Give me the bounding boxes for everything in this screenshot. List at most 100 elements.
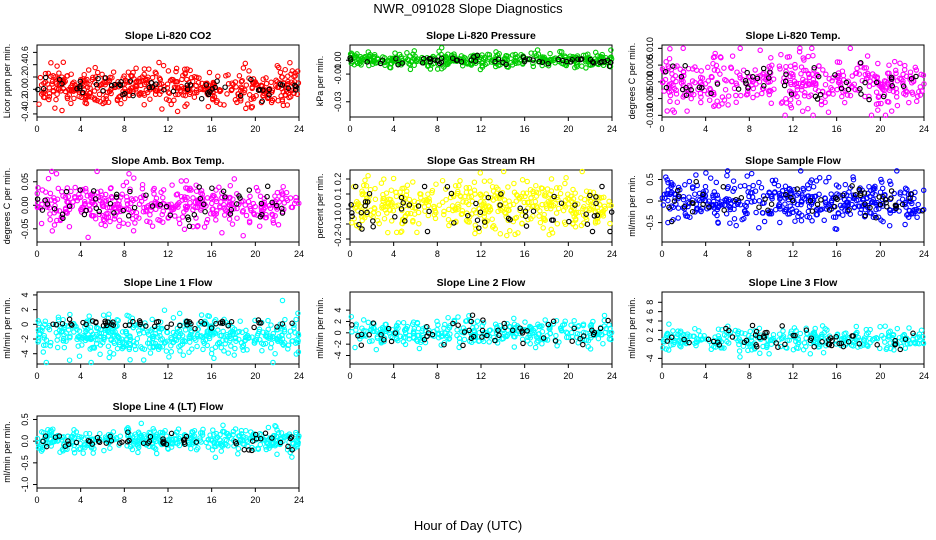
data-point xyxy=(190,223,196,230)
series-0 xyxy=(34,168,302,241)
data-point xyxy=(285,85,292,91)
data-point xyxy=(135,78,142,84)
y-axis-label: kPa per min. xyxy=(315,56,325,107)
data-point xyxy=(684,213,691,220)
data-point xyxy=(403,326,410,332)
data-point xyxy=(760,210,766,216)
data-point xyxy=(169,182,175,188)
data-point xyxy=(719,202,725,208)
data-point xyxy=(879,179,885,185)
data-point xyxy=(697,74,704,81)
data-point xyxy=(836,340,842,347)
data-point xyxy=(900,71,906,78)
data-point xyxy=(83,321,89,328)
data-point xyxy=(35,334,42,341)
x-tick-label: 8 xyxy=(435,249,440,259)
data-point xyxy=(905,214,912,220)
data-point xyxy=(281,433,287,440)
data-point xyxy=(363,183,370,189)
y-tick-label: 0.000 xyxy=(645,71,655,94)
data-point xyxy=(768,211,775,217)
data-point xyxy=(186,349,192,355)
data-point xyxy=(85,67,92,73)
data-point xyxy=(749,79,756,85)
data-point xyxy=(77,78,84,85)
data-point xyxy=(807,340,814,346)
data-point xyxy=(269,199,275,206)
data-point xyxy=(293,429,299,436)
data-point xyxy=(94,168,100,175)
data-point xyxy=(431,205,438,211)
data-point xyxy=(66,316,73,323)
data-point xyxy=(143,78,149,84)
data-point xyxy=(738,330,745,336)
data-point xyxy=(131,204,138,211)
data-point xyxy=(834,331,841,337)
data-point xyxy=(255,446,262,452)
data-point xyxy=(195,222,201,229)
data-point xyxy=(602,206,608,212)
data-point xyxy=(287,328,294,334)
data-point xyxy=(873,89,880,95)
data-point xyxy=(737,183,744,189)
data-point xyxy=(130,318,136,325)
panel-title: Slope Li-820 Pressure xyxy=(426,30,536,42)
y-tick-label: -0.010 xyxy=(645,103,655,129)
data-point xyxy=(702,81,709,87)
data-point xyxy=(191,94,198,100)
data-point xyxy=(828,199,835,206)
data-point xyxy=(598,209,604,216)
data-point xyxy=(132,346,139,353)
data-point xyxy=(590,60,597,66)
data-point xyxy=(606,202,612,208)
data-point xyxy=(914,335,920,341)
data-point xyxy=(818,197,824,203)
data-point xyxy=(595,219,601,225)
data-point xyxy=(775,182,782,189)
data-point xyxy=(357,60,363,66)
data-point xyxy=(68,188,74,195)
data-point xyxy=(133,65,139,72)
x-tick-label: 0 xyxy=(347,124,352,134)
data-point xyxy=(225,322,231,329)
data-point xyxy=(583,188,590,194)
data-point xyxy=(840,192,846,199)
data-point xyxy=(169,76,175,83)
data-point xyxy=(736,341,742,348)
data-point xyxy=(461,336,468,343)
data-point xyxy=(833,226,840,232)
data-point xyxy=(71,446,77,453)
data-point xyxy=(265,424,272,431)
data-point xyxy=(137,89,144,96)
data-point xyxy=(891,58,898,65)
data-point xyxy=(229,221,236,227)
data-point xyxy=(876,194,883,200)
data-point xyxy=(825,109,832,115)
data-point xyxy=(519,177,526,183)
data-point xyxy=(209,437,215,444)
data-point xyxy=(572,202,578,208)
data-point xyxy=(207,211,214,217)
data-point xyxy=(668,342,674,348)
data-point xyxy=(847,45,854,52)
data-point xyxy=(124,197,130,204)
data-point xyxy=(123,328,130,335)
y-tick-label: -4 xyxy=(333,351,343,359)
data-point xyxy=(469,312,476,318)
data-point xyxy=(236,433,243,439)
data-point xyxy=(836,59,843,66)
data-point xyxy=(460,342,466,349)
data-point xyxy=(275,97,281,104)
x-tick-label: 4 xyxy=(391,124,396,134)
data-point xyxy=(187,67,193,74)
y-tick-label: -0.03 xyxy=(333,92,343,113)
data-point xyxy=(54,344,61,351)
data-point xyxy=(699,85,705,91)
data-point xyxy=(683,92,690,98)
data-point xyxy=(411,330,417,337)
data-point xyxy=(294,336,300,343)
data-point xyxy=(107,185,114,192)
data-point xyxy=(516,194,523,201)
data-point xyxy=(197,430,204,436)
data-point xyxy=(364,209,370,216)
